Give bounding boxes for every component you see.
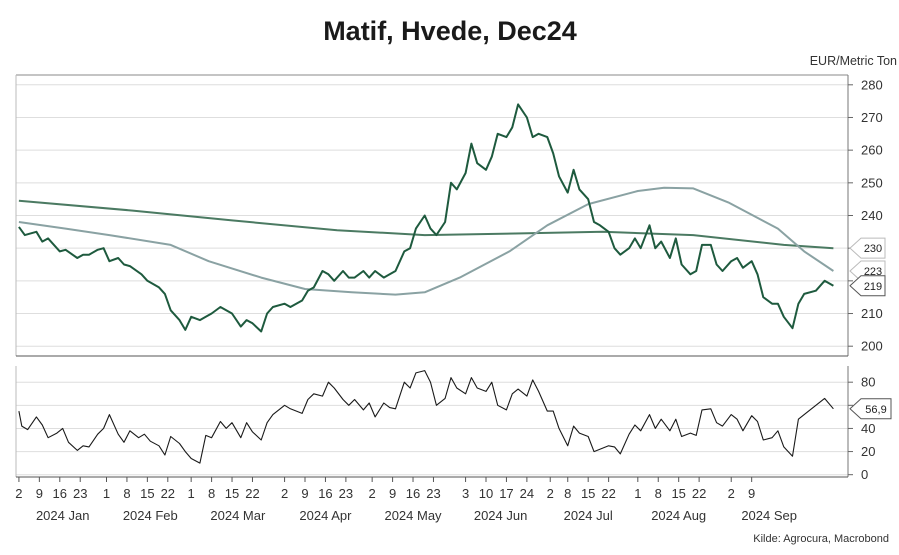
x-tick-label: 15: [140, 486, 154, 501]
x-tick-label: 23: [73, 486, 87, 501]
series-layer: [18, 103, 834, 464]
value-tag-box: [849, 237, 886, 259]
x-month-label: 2024 Jul: [564, 508, 613, 523]
y-tick-label: 210: [861, 306, 883, 321]
x-tick-label: 16: [318, 486, 332, 501]
x-tick-label: 2: [547, 486, 554, 501]
x-month-label: 2024 Mar: [210, 508, 266, 523]
oscillator-series-0: [18, 370, 834, 464]
y-tick-label: 200: [861, 339, 883, 354]
value-tags: 230 223 219 56,9: [849, 237, 892, 420]
x-tick-label: 15: [225, 486, 239, 501]
x-tick-label: 3: [462, 486, 469, 501]
price-series-0: [18, 103, 834, 333]
x-tick-label: 8: [564, 486, 571, 501]
x-month-label: 2024 Apr: [299, 508, 352, 523]
y-tick-label: 80: [861, 375, 875, 390]
x-tick-label: 8: [123, 486, 130, 501]
x-tick-label: 17: [499, 486, 513, 501]
panel-frames: [15, 74, 849, 478]
axis-layer: 2002102202302402502602702800204060802916…: [15, 77, 882, 523]
value-tag-box: [849, 398, 892, 420]
x-tick-label: 22: [161, 486, 175, 501]
x-tick-label: 22: [692, 486, 706, 501]
y-tick-label: 0: [861, 467, 868, 482]
value-tag: 56,9: [849, 398, 892, 420]
x-month-label: 2024 Jan: [36, 508, 90, 523]
value-tag-label: 56,9: [865, 404, 886, 416]
x-tick-label: 23: [339, 486, 353, 501]
y-tick-label: 260: [861, 143, 883, 158]
x-tick-label: 8: [208, 486, 215, 501]
y-tick-label: 250: [861, 175, 883, 190]
y-tick-label: 280: [861, 77, 883, 92]
value-tag: 230: [849, 237, 886, 259]
value-tag-label: 223: [864, 266, 882, 278]
x-tick-label: 9: [748, 486, 755, 501]
unit-label: EUR/Metric Ton: [810, 54, 897, 68]
x-tick-label: 2: [281, 486, 288, 501]
price-series-2: [18, 199, 834, 250]
x-tick-label: 1: [634, 486, 641, 501]
x-month-label: 2024 Feb: [123, 508, 178, 523]
price-series-1: [18, 186, 834, 296]
x-tick-label: 1: [103, 486, 110, 501]
x-tick-label: 9: [301, 486, 308, 501]
value-tag-label: 219: [864, 281, 882, 293]
x-month-label: 2024 May: [384, 508, 442, 523]
value-tag-label: 230: [864, 243, 882, 255]
x-tick-label: 9: [389, 486, 396, 501]
x-tick-label: 1: [188, 486, 195, 501]
x-tick-label: 2: [369, 486, 376, 501]
x-month-label: 2024 Aug: [651, 508, 706, 523]
source-note: Kilde: Agrocura, Macrobond: [753, 533, 889, 545]
value-tag-box: [849, 275, 886, 297]
x-tick-label: 16: [406, 486, 420, 501]
chart-title: Matif, Hvede, Dec24: [323, 16, 577, 46]
x-tick-label: 15: [581, 486, 595, 501]
x-tick-label: 10: [479, 486, 493, 501]
x-tick-label: 2: [15, 486, 22, 501]
y-tick-label: 270: [861, 110, 883, 125]
x-tick-label: 24: [520, 486, 534, 501]
y-tick-label: 240: [861, 208, 883, 223]
x-tick-label: 16: [53, 486, 67, 501]
x-tick-label: 2: [728, 486, 735, 501]
x-tick-label: 22: [245, 486, 259, 501]
x-tick-label: 23: [426, 486, 440, 501]
value-tag: 219: [849, 275, 886, 297]
x-tick-label: 15: [671, 486, 685, 501]
y-tick-label: 40: [861, 421, 875, 436]
grid-layer: [16, 84, 848, 476]
x-tick-label: 22: [601, 486, 615, 501]
x-month-label: 2024 Jun: [474, 508, 528, 523]
x-month-label: 2024 Sep: [741, 508, 797, 523]
x-tick-label: 9: [36, 486, 43, 501]
x-tick-label: 8: [655, 486, 662, 501]
y-tick-label: 20: [861, 444, 875, 459]
